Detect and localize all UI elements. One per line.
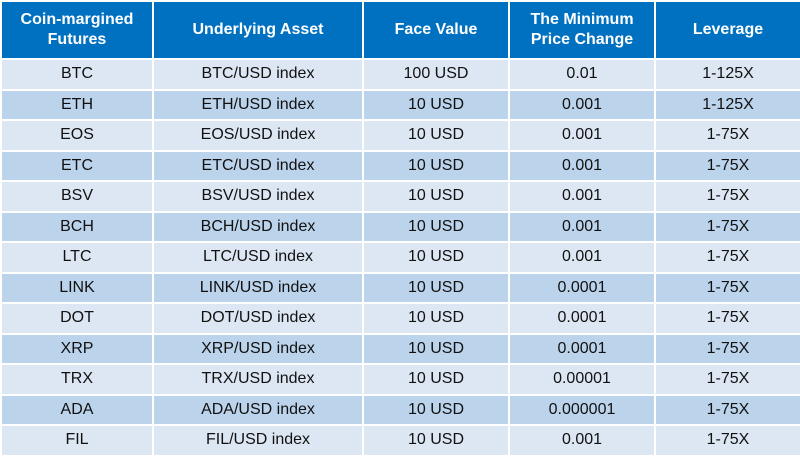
table-row: BCH BCH/USD index 10 USD 0.001 1-75X bbox=[2, 212, 800, 241]
cell-underlying-asset: BSV/USD index bbox=[154, 182, 362, 211]
table-row: XRP XRP/USD index 10 USD 0.0001 1-75X bbox=[2, 334, 800, 363]
header-min-change: The Minimum Price Change bbox=[510, 2, 654, 58]
cell-face-value: 100 USD bbox=[364, 60, 508, 89]
cell-coin: FIL bbox=[2, 426, 152, 455]
cell-underlying-asset: ADA/USD index bbox=[154, 395, 362, 424]
table-row: EOS EOS/USD index 10 USD 0.001 1-75X bbox=[2, 121, 800, 150]
cell-coin: LINK bbox=[2, 273, 152, 302]
cell-underlying-asset: TRX/USD index bbox=[154, 365, 362, 394]
cell-coin: ETC bbox=[2, 151, 152, 180]
cell-face-value: 10 USD bbox=[364, 365, 508, 394]
header-futures-line1: Coin-margined bbox=[20, 11, 134, 28]
table-row: LINK LINK/USD index 10 USD 0.0001 1-75X bbox=[2, 273, 800, 302]
cell-min-price-change: 0.001 bbox=[510, 90, 654, 119]
cell-underlying-asset: FIL/USD index bbox=[154, 426, 362, 455]
cell-min-price-change: 0.00001 bbox=[510, 365, 654, 394]
cell-leverage: 1-75X bbox=[656, 334, 800, 363]
header-min-line2: Price Change bbox=[530, 31, 634, 48]
cell-coin: EOS bbox=[2, 121, 152, 150]
table-row: FIL FIL/USD index 10 USD 0.001 1-75X bbox=[2, 426, 800, 455]
cell-face-value: 10 USD bbox=[364, 90, 508, 119]
cell-underlying-asset: DOT/USD index bbox=[154, 304, 362, 333]
cell-leverage: 1-75X bbox=[656, 243, 800, 272]
cell-leverage: 1-75X bbox=[656, 151, 800, 180]
table-row: BSV BSV/USD index 10 USD 0.001 1-75X bbox=[2, 182, 800, 211]
cell-leverage: 1-75X bbox=[656, 273, 800, 302]
cell-coin: ETH bbox=[2, 90, 152, 119]
cell-face-value: 10 USD bbox=[364, 182, 508, 211]
cell-face-value: 10 USD bbox=[364, 212, 508, 241]
cell-face-value: 10 USD bbox=[364, 426, 508, 455]
cell-face-value: 10 USD bbox=[364, 273, 508, 302]
cell-min-price-change: 0.0001 bbox=[510, 273, 654, 302]
cell-underlying-asset: XRP/USD index bbox=[154, 334, 362, 363]
cell-min-price-change: 0.001 bbox=[510, 426, 654, 455]
cell-min-price-change: 0.001 bbox=[510, 151, 654, 180]
cell-leverage: 1-75X bbox=[656, 304, 800, 333]
table-row: LTC LTC/USD index 10 USD 0.001 1-75X bbox=[2, 243, 800, 272]
cell-min-price-change: 0.001 bbox=[510, 121, 654, 150]
cell-min-price-change: 0.0001 bbox=[510, 304, 654, 333]
cell-coin: LTC bbox=[2, 243, 152, 272]
cell-leverage: 1-75X bbox=[656, 212, 800, 241]
cell-underlying-asset: ETH/USD index bbox=[154, 90, 362, 119]
table-row: BTC BTC/USD index 100 USD 0.01 1-125X bbox=[2, 60, 800, 89]
cell-leverage: 1-75X bbox=[656, 182, 800, 211]
cell-face-value: 10 USD bbox=[364, 243, 508, 272]
cell-min-price-change: 0.001 bbox=[510, 182, 654, 211]
header-face-value: Face Value bbox=[364, 2, 508, 58]
table-row: DOT DOT/USD index 10 USD 0.0001 1-75X bbox=[2, 304, 800, 333]
cell-underlying-asset: LTC/USD index bbox=[154, 243, 362, 272]
cell-underlying-asset: LINK/USD index bbox=[154, 273, 362, 302]
cell-leverage: 1-75X bbox=[656, 426, 800, 455]
cell-coin: TRX bbox=[2, 365, 152, 394]
cell-face-value: 10 USD bbox=[364, 334, 508, 363]
cell-underlying-asset: BTC/USD index bbox=[154, 60, 362, 89]
cell-face-value: 10 USD bbox=[364, 304, 508, 333]
cell-leverage: 1-125X bbox=[656, 90, 800, 119]
table-row: ETC ETC/USD index 10 USD 0.001 1-75X bbox=[2, 151, 800, 180]
table-row: TRX TRX/USD index 10 USD 0.00001 1-75X bbox=[2, 365, 800, 394]
cell-leverage: 1-75X bbox=[656, 121, 800, 150]
cell-coin: ADA bbox=[2, 395, 152, 424]
header-leverage: Leverage bbox=[656, 2, 800, 58]
cell-min-price-change: 0.001 bbox=[510, 212, 654, 241]
table-row: ADA ADA/USD index 10 USD 0.000001 1-75X bbox=[2, 395, 800, 424]
table-body: BTC BTC/USD index 100 USD 0.01 1-125X ETH ETH/… bbox=[2, 60, 800, 455]
cell-min-price-change: 0.000001 bbox=[510, 395, 654, 424]
cell-face-value: 10 USD bbox=[364, 121, 508, 150]
header-min-line1: The Minimum bbox=[530, 11, 634, 28]
header-futures-line2: Futures bbox=[47, 31, 107, 48]
cell-coin: XRP bbox=[2, 334, 152, 363]
cell-leverage: 1-75X bbox=[656, 365, 800, 394]
table-header: Coin-margined Futures Underlying Asset F… bbox=[2, 2, 800, 58]
cell-underlying-asset: ETC/USD index bbox=[154, 151, 362, 180]
cell-face-value: 10 USD bbox=[364, 395, 508, 424]
cell-min-price-change: 0.01 bbox=[510, 60, 654, 89]
cell-underlying-asset: EOS/USD index bbox=[154, 121, 362, 150]
cell-min-price-change: 0.0001 bbox=[510, 334, 654, 363]
cell-coin: BSV bbox=[2, 182, 152, 211]
header-asset: Underlying Asset bbox=[154, 2, 362, 58]
header-row: Coin-margined Futures Underlying Asset F… bbox=[2, 2, 800, 58]
cell-leverage: 1-75X bbox=[656, 395, 800, 424]
cell-leverage: 1-125X bbox=[656, 60, 800, 89]
cell-face-value: 10 USD bbox=[364, 151, 508, 180]
header-futures: Coin-margined Futures bbox=[2, 2, 152, 58]
cell-coin: BTC bbox=[2, 60, 152, 89]
cell-coin: DOT bbox=[2, 304, 152, 333]
cell-coin: BCH bbox=[2, 212, 152, 241]
table-row: ETH ETH/USD index 10 USD 0.001 1-125X bbox=[2, 90, 800, 119]
cell-min-price-change: 0.001 bbox=[510, 243, 654, 272]
cell-underlying-asset: BCH/USD index bbox=[154, 212, 362, 241]
